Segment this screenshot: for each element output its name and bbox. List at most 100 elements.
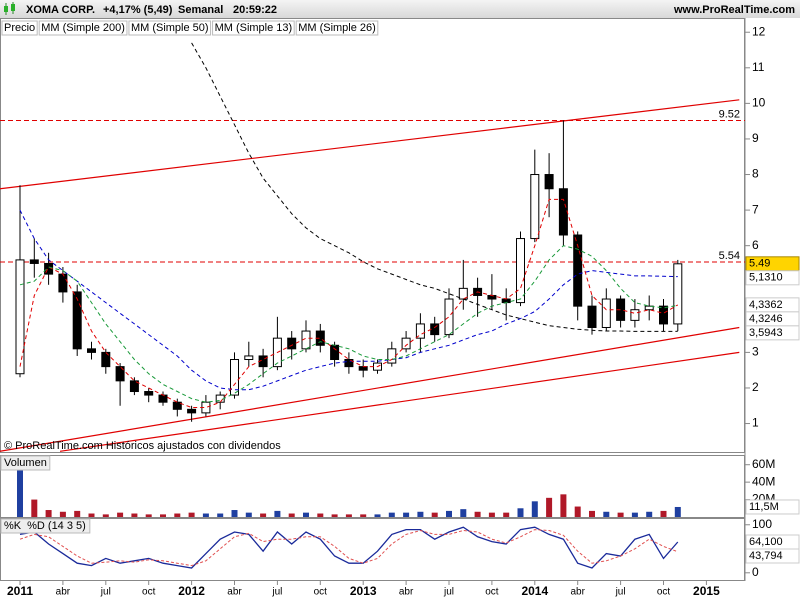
header-bar xyxy=(0,0,800,18)
volume-bar xyxy=(217,513,224,517)
candle-body xyxy=(129,380,139,393)
candle-body xyxy=(659,305,668,325)
panel-title-box xyxy=(0,455,51,471)
volume-bar xyxy=(503,512,510,517)
site: www.ProRealTime.com xyxy=(673,4,795,16)
x-tick-label: oct xyxy=(314,587,328,598)
x-tick-label: oct xyxy=(485,587,499,598)
period: Semanal xyxy=(178,4,223,16)
volume-bar xyxy=(260,513,267,517)
footnote: © ProRealTime.com Históricos ajustados c… xyxy=(4,440,281,452)
candle-body xyxy=(444,298,454,336)
x-tick-label: abr xyxy=(227,587,242,598)
oscillator-line xyxy=(19,526,679,569)
last-value-label: 64,100 xyxy=(749,536,783,548)
x-tick-label: abr xyxy=(56,587,71,598)
candle-body xyxy=(115,366,125,382)
last-value-label: 5,1310 xyxy=(749,272,783,284)
volume-bar xyxy=(488,512,495,517)
candle-body xyxy=(673,263,683,325)
volume-bar xyxy=(546,497,553,517)
volume-bar xyxy=(517,508,524,517)
legend-box xyxy=(128,20,212,36)
candle-body xyxy=(287,337,297,350)
volume-bar xyxy=(174,513,181,517)
last-value-label: 4,3246 xyxy=(749,313,783,325)
stochastic-panel xyxy=(0,518,745,581)
x-tick-label: abr xyxy=(399,587,414,598)
candle-body xyxy=(58,273,68,293)
legend-entry: %K xyxy=(4,520,22,532)
panel-title: Volumen xyxy=(4,457,47,469)
volume-bar xyxy=(531,501,538,517)
legend-box xyxy=(1,20,38,36)
legend-box xyxy=(38,20,128,36)
last-value-label: 5.49 xyxy=(749,258,770,270)
candle-body xyxy=(172,401,182,410)
volume-bar xyxy=(317,513,324,517)
volume-bar xyxy=(88,513,95,517)
legend-entry: %D (14 3 5) xyxy=(27,520,86,532)
candle-body xyxy=(430,323,440,336)
volume-bar xyxy=(231,510,238,517)
candle-body xyxy=(544,174,554,190)
oscillator-line xyxy=(19,529,678,567)
x-tick-label: abr xyxy=(570,587,585,598)
last-value-label: 43,794 xyxy=(749,550,783,562)
last-value-label: 4,3362 xyxy=(749,299,783,311)
legend-box xyxy=(295,20,379,36)
legend-entry: MM (Simple 13) xyxy=(215,22,293,34)
volume-bar xyxy=(345,514,352,517)
volume-bar xyxy=(131,513,138,517)
level-label: 5.54 xyxy=(719,250,740,262)
last-value-box xyxy=(745,270,800,286)
volume-bar xyxy=(202,513,209,517)
x-tick-label: 2014 xyxy=(521,584,548,598)
candle-body xyxy=(601,298,611,328)
volume-bar xyxy=(331,514,338,517)
volume-bar xyxy=(31,499,38,517)
volume-bar xyxy=(274,510,281,517)
volume-bar xyxy=(674,506,681,517)
volume-bar xyxy=(446,510,452,517)
candle-body xyxy=(29,259,39,264)
volume-bar xyxy=(603,511,610,517)
x-tick-label: 2013 xyxy=(350,584,377,598)
symbol: XOMA CORP. xyxy=(26,4,95,16)
legend-box xyxy=(0,518,91,534)
x-tick-label: jul xyxy=(271,587,282,598)
volume-bar xyxy=(388,512,395,517)
volume-bar xyxy=(303,512,309,517)
y-tick-label: 40M xyxy=(752,474,775,488)
x-tick-label: oct xyxy=(657,587,671,598)
candle-body xyxy=(415,323,425,339)
candle-body xyxy=(516,238,525,304)
candle-body xyxy=(644,305,654,311)
y-tick-label: 8 xyxy=(752,167,759,181)
x-tick-label: 2015 xyxy=(693,584,720,598)
volume-bar xyxy=(560,494,567,517)
volume-panel xyxy=(0,455,745,518)
volume-bar xyxy=(160,514,166,517)
candle-body xyxy=(530,174,540,240)
volume-bar xyxy=(45,510,52,517)
volume-bar xyxy=(288,513,295,517)
y-tick-label: 6 xyxy=(752,238,759,252)
volume-bar xyxy=(360,514,367,517)
price-panel xyxy=(0,18,745,453)
legend-entry: MM (Simple 50) xyxy=(131,22,209,34)
level-label: 9.52 xyxy=(719,108,740,120)
candle-body xyxy=(144,391,154,396)
legend-entry: Precio xyxy=(4,22,35,34)
change: +4,17% (5,49) xyxy=(103,4,173,16)
last-value-box xyxy=(745,325,800,341)
x-tick-label: jul xyxy=(443,587,454,598)
candle-body xyxy=(587,305,597,328)
candle-body xyxy=(501,298,511,304)
y-tick-label: 9 xyxy=(752,131,759,145)
candle-body xyxy=(244,355,254,361)
candle-body xyxy=(330,344,340,361)
candle-body xyxy=(344,359,354,368)
volume-bar xyxy=(17,460,23,517)
